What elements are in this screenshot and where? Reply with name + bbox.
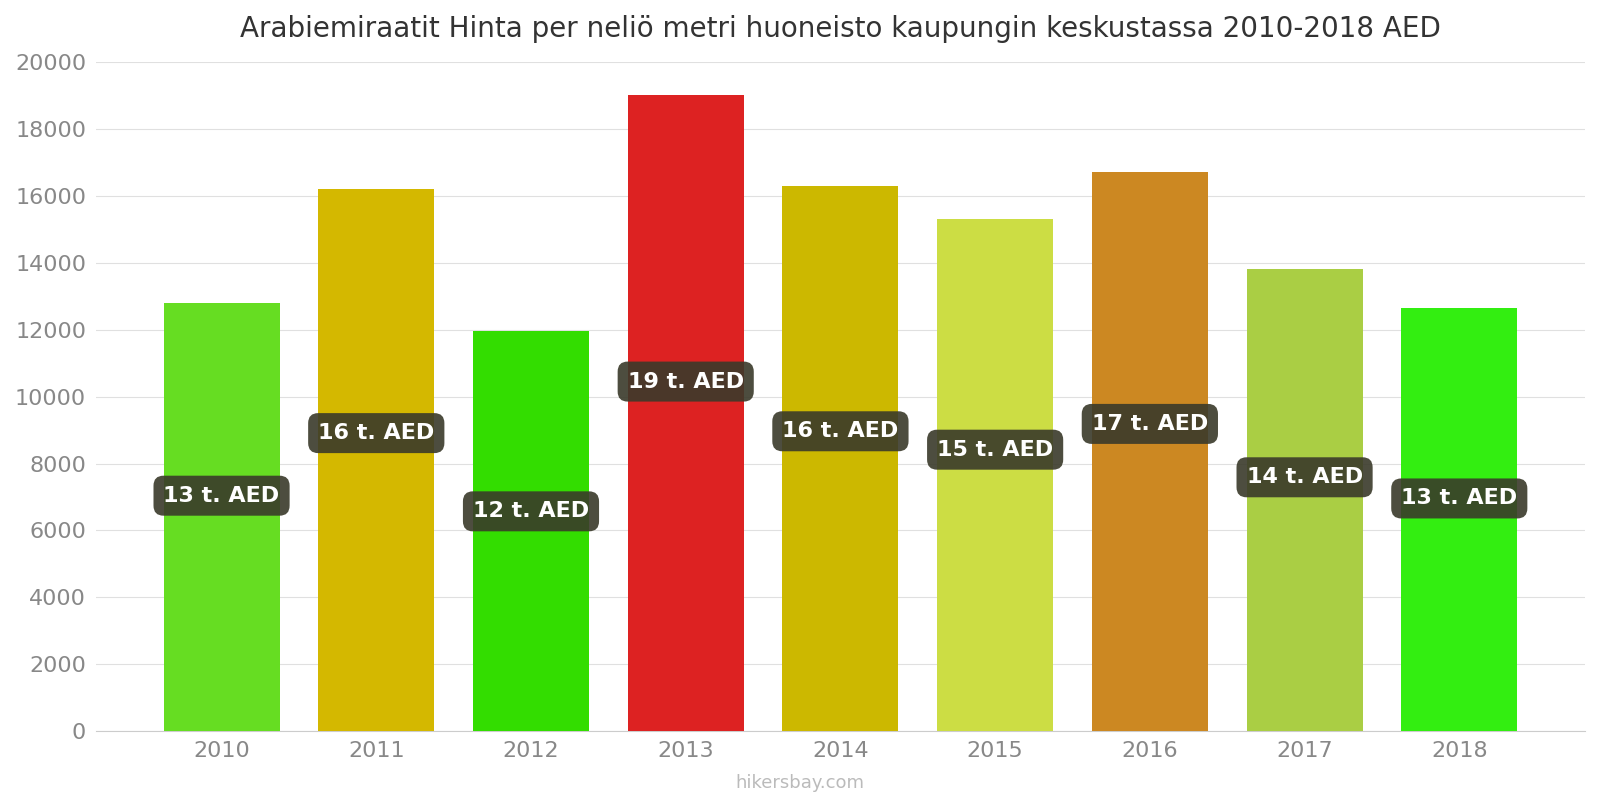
Text: 13 t. AED: 13 t. AED (163, 486, 280, 506)
Bar (782, 186, 899, 731)
Bar (474, 331, 589, 731)
Bar (163, 303, 280, 731)
Text: 14 t. AED: 14 t. AED (1246, 467, 1363, 487)
Bar (1246, 270, 1363, 731)
Text: 15 t. AED: 15 t. AED (938, 440, 1053, 460)
Text: hikersbay.com: hikersbay.com (736, 774, 864, 792)
Text: 16 t. AED: 16 t. AED (318, 423, 434, 443)
Bar (938, 219, 1053, 731)
Title: Arabiemiraatit Hinta per neliö metri huoneisto kaupungin keskustassa 2010-2018 A: Arabiemiraatit Hinta per neliö metri huo… (240, 15, 1442, 43)
Bar (627, 95, 744, 731)
Text: 12 t. AED: 12 t. AED (474, 502, 589, 522)
Bar (1402, 308, 1517, 731)
Text: 13 t. AED: 13 t. AED (1402, 489, 1517, 509)
Text: 17 t. AED: 17 t. AED (1091, 414, 1208, 434)
Text: 19 t. AED: 19 t. AED (627, 371, 744, 391)
Text: 16 t. AED: 16 t. AED (782, 422, 899, 442)
Bar (318, 189, 434, 731)
Bar (1091, 173, 1208, 731)
